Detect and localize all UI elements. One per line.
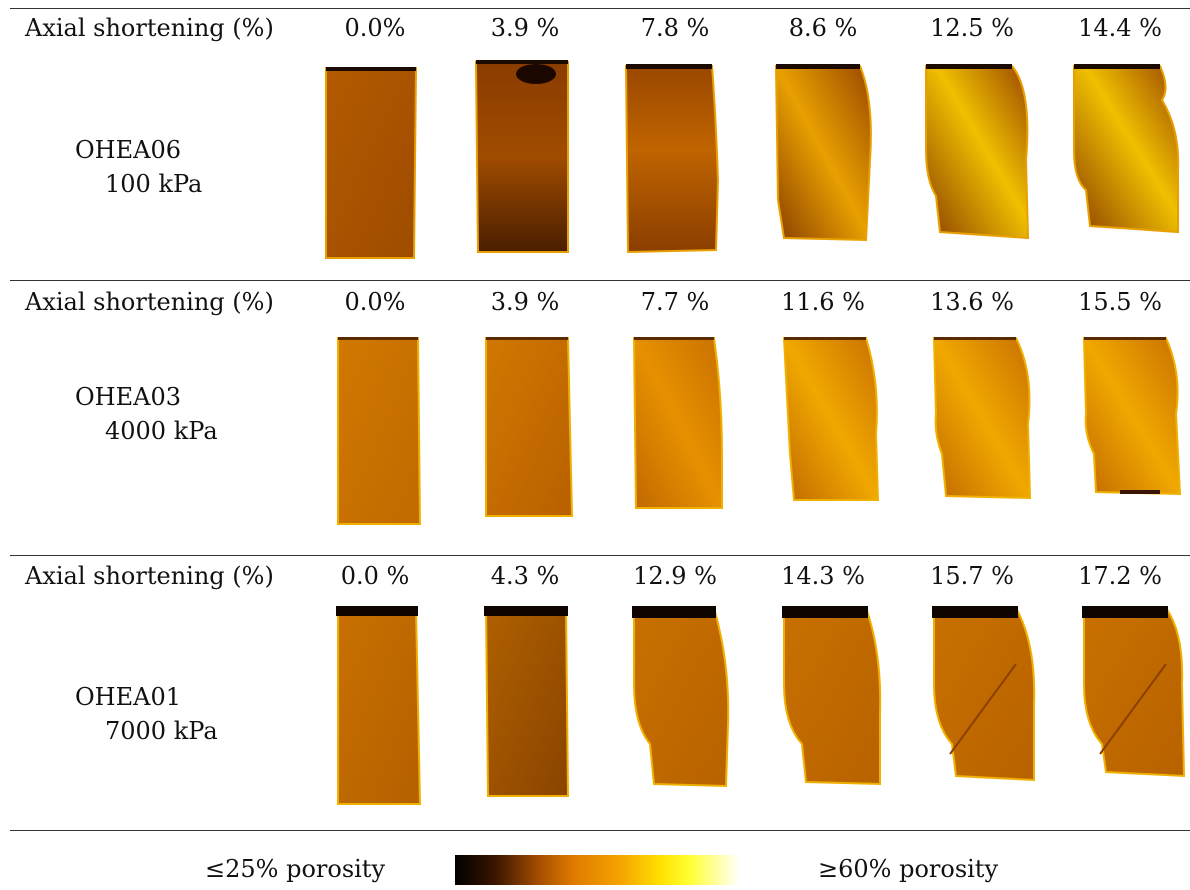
shortening-value: 12.9 % xyxy=(633,562,717,590)
ct-slice-image xyxy=(622,60,722,260)
specimen-label: OHEA01 7000 kPa xyxy=(75,680,218,748)
shortening-value: 15.7 % xyxy=(930,562,1014,590)
confining-pressure: 100 kPa xyxy=(105,170,203,198)
shortening-value: 0.0% xyxy=(344,288,406,316)
rule-1 xyxy=(10,280,1190,281)
ct-slice-image xyxy=(482,334,578,522)
specimen-id: OHEA03 xyxy=(75,383,181,411)
rule-top xyxy=(10,8,1190,9)
shortening-value: 13.6 % xyxy=(930,288,1014,316)
ct-slice-image xyxy=(334,604,430,809)
ct-slice-image xyxy=(482,604,578,800)
shortening-value: 0.0% xyxy=(344,14,406,42)
shortening-value: 15.5 % xyxy=(1078,288,1162,316)
shortening-value: 3.9 % xyxy=(490,14,560,42)
specimen-id: OHEA06 xyxy=(75,136,181,164)
ct-slice-image xyxy=(1070,60,1185,240)
ct-slice-image xyxy=(780,334,885,506)
specimen-id: OHEA01 xyxy=(75,683,181,711)
ct-slice-image xyxy=(930,334,1035,502)
legend-high-label: ≥60% porosity xyxy=(818,855,999,883)
ct-slice-image xyxy=(630,604,735,790)
ct-slice-image xyxy=(1080,604,1190,779)
shortening-value: 17.2 % xyxy=(1078,562,1162,590)
shortening-value: 14.4 % xyxy=(1078,14,1162,42)
shortening-value: 7.7 % xyxy=(640,288,710,316)
shortening-value: 12.5 % xyxy=(930,14,1014,42)
porosity-colorbar xyxy=(455,855,740,885)
shortening-value: 4.3 % xyxy=(490,562,560,590)
ct-slice-image xyxy=(1080,334,1185,499)
ct-slice-image xyxy=(334,334,430,530)
shortening-value: 3.9 % xyxy=(490,288,560,316)
specimen-label: OHEA06 100 kPa xyxy=(75,133,202,201)
ct-slice-image xyxy=(630,334,730,514)
rule-bottom xyxy=(10,830,1190,831)
confining-pressure: 4000 kPa xyxy=(105,417,218,445)
axial-shortening-label: Axial shortening (%) xyxy=(25,562,274,590)
shortening-value: 8.6 % xyxy=(788,14,858,42)
axial-shortening-label: Axial shortening (%) xyxy=(25,288,274,316)
ct-slice-image xyxy=(922,60,1037,245)
rule-2 xyxy=(10,555,1190,556)
shortening-value: 7.8 % xyxy=(640,14,710,42)
ct-slice-image xyxy=(930,604,1040,784)
ct-slice-image xyxy=(322,62,422,262)
confining-pressure: 7000 kPa xyxy=(105,717,218,745)
shortening-value: 11.6 % xyxy=(781,288,865,316)
ct-slice-image xyxy=(472,56,572,261)
specimen-label: OHEA03 4000 kPa xyxy=(75,380,218,448)
ct-slice-image xyxy=(780,604,885,788)
shortening-value: 0.0 % xyxy=(340,562,410,590)
shortening-value: 14.3 % xyxy=(781,562,865,590)
ct-slice-image xyxy=(770,60,880,250)
axial-shortening-label: Axial shortening (%) xyxy=(25,14,274,42)
legend-low-label: ≤25% porosity xyxy=(205,855,386,883)
